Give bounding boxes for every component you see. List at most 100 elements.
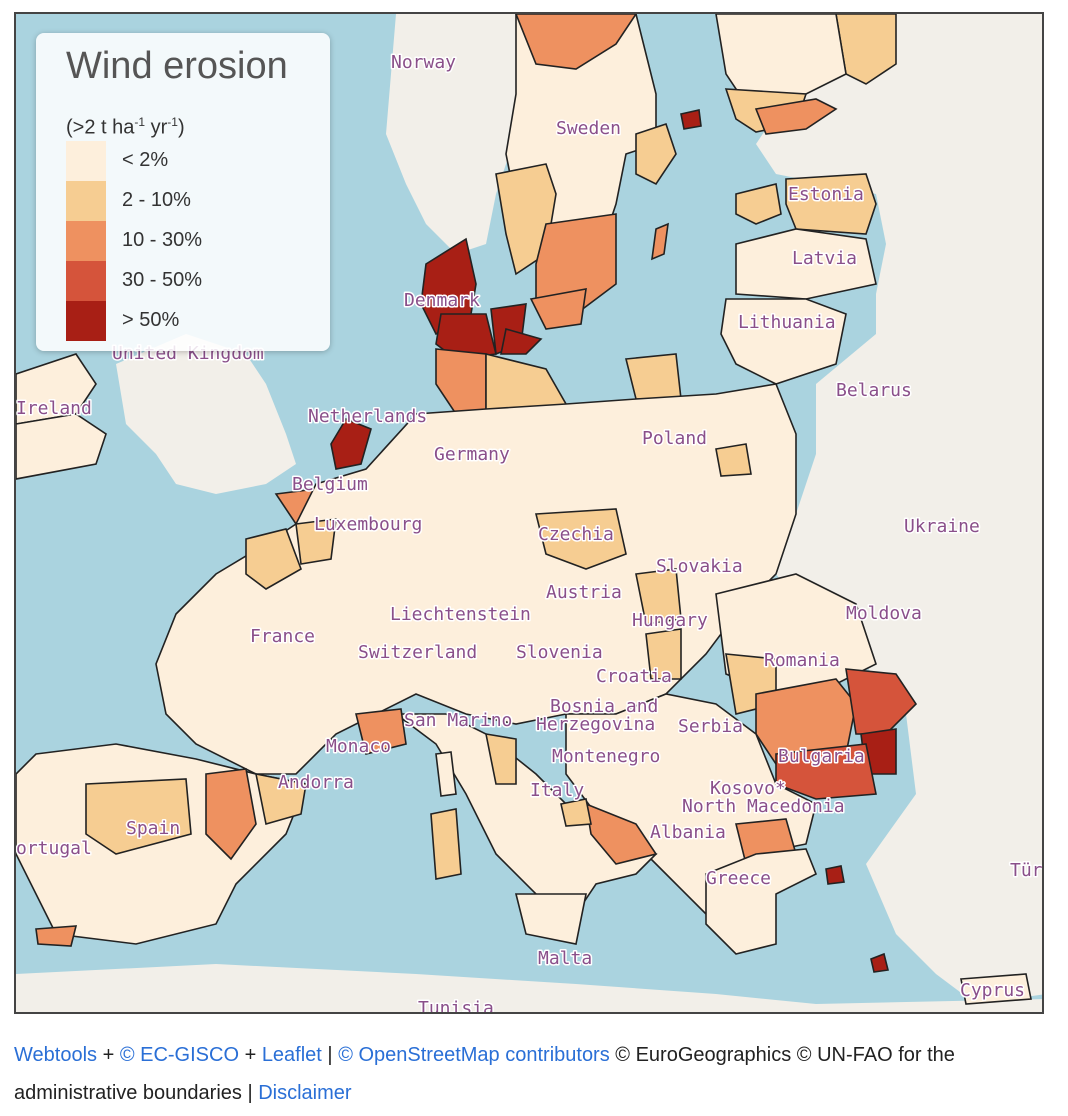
region-provence bbox=[355, 708, 407, 755]
label-san-marino: San Marino bbox=[404, 710, 512, 731]
label-serbia: Serbia bbox=[678, 716, 743, 737]
label-kosovo: Kosovo* bbox=[710, 778, 786, 799]
legend-row: < 2% bbox=[66, 141, 316, 181]
legend-row: 2 - 10% bbox=[66, 181, 316, 221]
legend-swatch bbox=[66, 181, 106, 221]
legend-label: 10 - 30% bbox=[122, 229, 203, 251]
label-slovenia: Slovenia bbox=[516, 642, 603, 663]
ec-gisco-link[interactable]: © EC-GISCO bbox=[119, 1044, 240, 1066]
region-estonia-west bbox=[735, 183, 782, 225]
legend-swatch bbox=[66, 141, 106, 181]
legend-row: > 50% bbox=[66, 301, 316, 341]
label-montenegro: Montenegro bbox=[552, 746, 660, 767]
label-italy: Italy bbox=[530, 780, 584, 801]
legend-swatch bbox=[66, 221, 106, 261]
region-greek-island-1 bbox=[825, 865, 845, 885]
land-east bbox=[716, 14, 1042, 1004]
region-france-ne-hl bbox=[295, 518, 337, 565]
label-spain: Spain bbox=[126, 818, 180, 839]
label-herzegovina: Herzegovina bbox=[536, 714, 655, 735]
region-cyprus bbox=[960, 973, 1032, 1005]
legend-label: > 50% bbox=[122, 309, 180, 331]
label-lithuania: Lithuania bbox=[738, 312, 836, 333]
label-bosnia-and: Bosnia and bbox=[550, 696, 658, 717]
region-poland-hl bbox=[715, 443, 752, 477]
label-france: France bbox=[250, 626, 315, 647]
region-denmark-east bbox=[500, 327, 543, 355]
land-uk bbox=[116, 334, 296, 494]
label-liechtenstein: Liechtenstein bbox=[390, 604, 531, 625]
legend-unit-prefix: (>2 t ha bbox=[66, 116, 135, 139]
region-sweden-gotland bbox=[635, 122, 677, 186]
label-ireland: Ireland bbox=[16, 398, 92, 419]
region-corsica bbox=[435, 751, 457, 797]
region-czechia-hl bbox=[534, 508, 627, 570]
label-bulgaria: Bulgaria bbox=[778, 746, 865, 767]
region-sweden-skane bbox=[529, 288, 587, 330]
openstreetmap-link[interactable]: © OpenStreetMap contributors bbox=[338, 1044, 610, 1066]
region-sardinia bbox=[430, 808, 462, 880]
region-lithuania bbox=[720, 298, 847, 385]
legend-unit: (>2 t ha-1 yr-1) bbox=[66, 115, 185, 140]
label-denmark: Denmark bbox=[404, 290, 480, 311]
region-castilla bbox=[85, 778, 192, 855]
label-latvia: Latvia bbox=[792, 248, 857, 269]
legend-unit-sup1: -1 bbox=[134, 115, 146, 129]
region-greek-island-2 bbox=[870, 952, 889, 973]
land-norway bbox=[386, 14, 516, 254]
leaflet-link[interactable]: Leaflet bbox=[261, 1044, 322, 1066]
attribution-plus-1: + bbox=[97, 1044, 120, 1066]
label-ukraine: Ukraine bbox=[904, 516, 980, 537]
region-dobrogea bbox=[845, 668, 918, 735]
region-italy-central-hl bbox=[484, 733, 517, 785]
attribution-separator: | bbox=[321, 1044, 339, 1066]
attribution-plus-2: + bbox=[239, 1044, 262, 1066]
legend-label: 2 - 10% bbox=[122, 189, 191, 211]
label-portugal: ortugal bbox=[16, 838, 92, 859]
label-croatia: Croatia bbox=[596, 666, 672, 687]
label-turkey: Tür bbox=[1010, 860, 1043, 881]
region-hungary-hl2 bbox=[645, 628, 682, 680]
disclaimer-link[interactable]: Disclaimer bbox=[258, 1082, 352, 1104]
label-north-macedonia: North Macedonia bbox=[682, 796, 845, 817]
land-turkey bbox=[906, 804, 1042, 974]
label-norway: Norway bbox=[391, 52, 456, 73]
legend-unit-sup2: -1 bbox=[167, 115, 178, 129]
label-estonia: Estonia bbox=[788, 184, 864, 205]
label-cyprus: Cyprus bbox=[960, 980, 1025, 1001]
region-oland bbox=[651, 222, 669, 261]
label-moldova: Moldova bbox=[846, 603, 922, 624]
region-latvia bbox=[735, 228, 877, 300]
label-belarus: Belarus bbox=[836, 380, 912, 401]
label-luxembourg: Luxembourg bbox=[314, 514, 422, 535]
legend-row: 30 - 50% bbox=[66, 261, 316, 301]
label-poland: Poland bbox=[642, 428, 707, 449]
label-tunisia: Tunisia bbox=[418, 998, 494, 1014]
region-algarve bbox=[35, 925, 78, 947]
label-greece: Greece bbox=[706, 868, 771, 889]
region-italy-south-hl bbox=[560, 798, 592, 827]
region-puglia bbox=[584, 802, 658, 865]
label-germany: Germany bbox=[434, 444, 510, 465]
region-finland-south2 bbox=[754, 98, 838, 135]
label-albania: Albania bbox=[650, 822, 726, 843]
label-malta: Malta bbox=[538, 948, 592, 969]
webtools-link[interactable]: Webtools bbox=[14, 1044, 98, 1066]
region-bulgaria bbox=[775, 743, 877, 800]
label-switzerland: Switzerland bbox=[358, 642, 477, 663]
label-slovakia: Slovakia bbox=[656, 556, 743, 577]
label-sweden: Sweden bbox=[556, 118, 621, 139]
label-czechia: Czechia bbox=[538, 524, 614, 545]
region-stockholm-island bbox=[680, 109, 702, 130]
label-austria: Austria bbox=[546, 582, 622, 603]
label-belgium: Belgium bbox=[292, 474, 368, 495]
region-poland-north bbox=[624, 353, 682, 400]
region-aragon bbox=[205, 768, 257, 861]
attribution-rest: © EuroGeographics © UN-FAO for the admin… bbox=[14, 1044, 955, 1104]
region-france-north-hl bbox=[245, 528, 302, 590]
legend-label: 30 - 50% bbox=[122, 269, 203, 291]
region-hungary-hl bbox=[635, 568, 682, 625]
label-andorra: Andorra bbox=[278, 772, 354, 793]
legend-swatch bbox=[66, 301, 106, 341]
legend-unit-suffix: ) bbox=[177, 116, 185, 139]
